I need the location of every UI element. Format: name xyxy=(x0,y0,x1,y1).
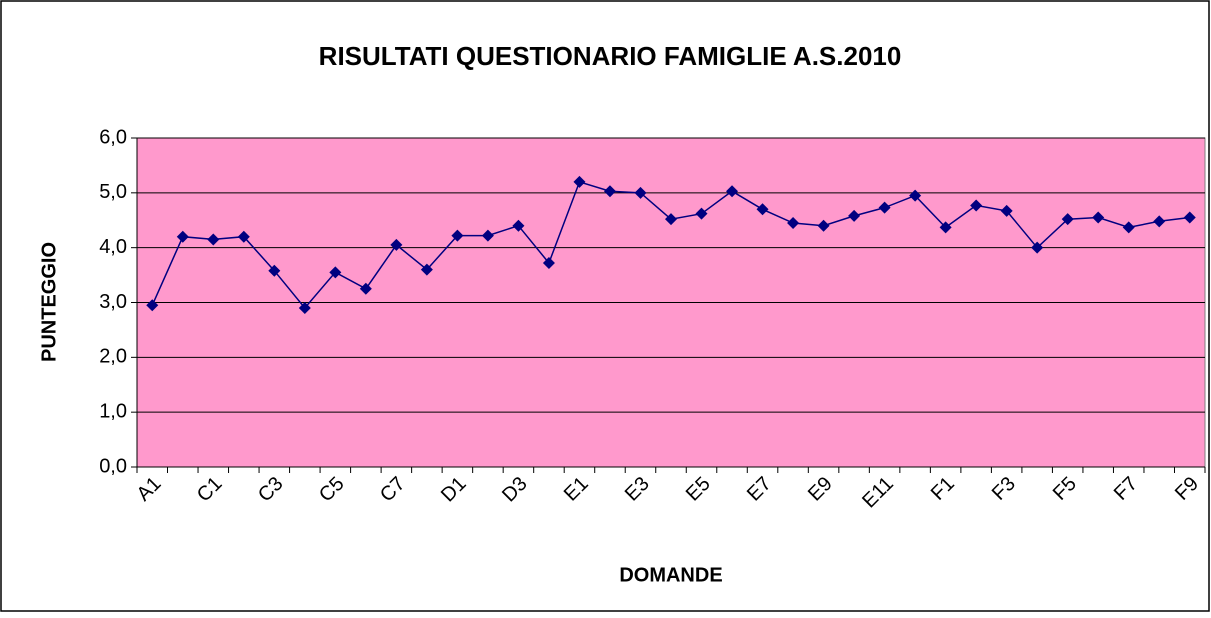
data-point xyxy=(665,213,677,226)
chart-title: RISULTATI QUESTIONARIO FAMIGLIE A.S.2010 xyxy=(319,41,902,71)
data-point xyxy=(909,189,922,202)
data-point xyxy=(787,216,800,229)
data-point xyxy=(1000,204,1013,217)
x-axis-title: DOMANDE xyxy=(619,564,722,586)
data-point xyxy=(359,282,372,295)
data-point xyxy=(390,238,403,251)
data-point xyxy=(634,186,647,199)
data-point xyxy=(1183,211,1196,224)
data-point xyxy=(603,185,616,198)
data-point xyxy=(573,175,586,188)
y-tick-label: 4,0 xyxy=(99,236,127,258)
data-point xyxy=(878,201,891,214)
y-tick-label: 6,0 xyxy=(99,126,127,148)
data-point xyxy=(970,199,983,212)
data-point xyxy=(817,219,830,232)
data-point xyxy=(146,299,159,312)
data-point xyxy=(237,230,250,243)
data-point xyxy=(176,230,189,243)
y-tick-label: 1,0 xyxy=(99,400,127,422)
data-point xyxy=(756,203,769,216)
data-point xyxy=(268,264,281,277)
data-point xyxy=(451,229,464,242)
data-point xyxy=(481,229,494,242)
data-point xyxy=(420,263,433,276)
data-point xyxy=(1031,241,1044,254)
data-point xyxy=(726,185,739,198)
data-point xyxy=(848,209,861,222)
data-point xyxy=(1061,213,1074,226)
data-point xyxy=(1122,221,1135,234)
data-point xyxy=(207,233,220,246)
y-tick-label: 5,0 xyxy=(99,181,127,203)
data-point xyxy=(695,207,708,220)
y-axis-title: PUNTEGGIO xyxy=(38,242,60,362)
data-point xyxy=(329,266,342,279)
data-point xyxy=(542,257,555,270)
data-point xyxy=(512,219,525,232)
data-point xyxy=(939,221,952,234)
data-point xyxy=(298,301,311,314)
data-point xyxy=(1092,211,1105,224)
y-tick-label: 3,0 xyxy=(99,291,127,313)
y-tick-label: 2,0 xyxy=(99,346,127,368)
data-point xyxy=(1153,215,1166,228)
y-tick-label: 0,0 xyxy=(99,455,127,477)
